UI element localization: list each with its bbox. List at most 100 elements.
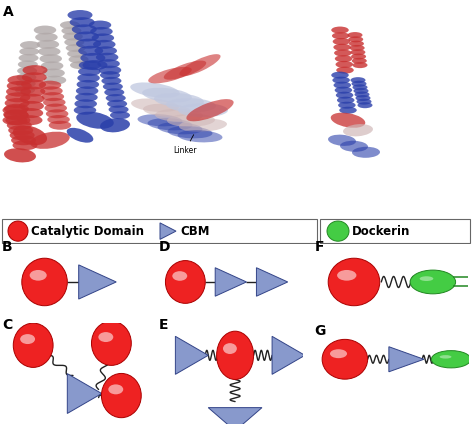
Ellipse shape <box>62 27 82 35</box>
Ellipse shape <box>104 88 124 96</box>
Ellipse shape <box>410 270 456 294</box>
Ellipse shape <box>143 104 191 117</box>
Ellipse shape <box>164 61 206 80</box>
Ellipse shape <box>89 21 111 30</box>
Ellipse shape <box>157 122 202 134</box>
Ellipse shape <box>8 125 33 135</box>
Ellipse shape <box>6 86 31 97</box>
Ellipse shape <box>18 60 38 68</box>
Ellipse shape <box>63 33 83 41</box>
Ellipse shape <box>350 45 365 51</box>
Ellipse shape <box>96 53 118 62</box>
Ellipse shape <box>332 77 350 83</box>
Ellipse shape <box>2 115 27 125</box>
Text: Dockerin: Dockerin <box>352 225 410 238</box>
Ellipse shape <box>8 221 28 241</box>
Ellipse shape <box>93 40 116 49</box>
Ellipse shape <box>336 92 353 99</box>
Ellipse shape <box>82 60 108 70</box>
Ellipse shape <box>419 276 433 281</box>
Ellipse shape <box>335 55 352 62</box>
Ellipse shape <box>334 50 352 56</box>
Ellipse shape <box>13 125 47 145</box>
Ellipse shape <box>4 104 29 114</box>
Ellipse shape <box>97 59 120 68</box>
Ellipse shape <box>178 130 222 143</box>
Ellipse shape <box>330 349 347 358</box>
Ellipse shape <box>340 141 368 152</box>
Ellipse shape <box>331 27 349 33</box>
Ellipse shape <box>39 54 62 63</box>
Ellipse shape <box>81 53 105 63</box>
Ellipse shape <box>17 73 36 81</box>
Polygon shape <box>67 374 102 413</box>
Ellipse shape <box>103 83 123 91</box>
Ellipse shape <box>439 355 451 359</box>
Ellipse shape <box>43 98 65 107</box>
Ellipse shape <box>2 105 27 115</box>
Ellipse shape <box>98 332 113 342</box>
Ellipse shape <box>335 86 352 94</box>
Ellipse shape <box>142 88 192 103</box>
Ellipse shape <box>18 115 43 125</box>
Ellipse shape <box>100 118 130 132</box>
Ellipse shape <box>349 41 364 47</box>
Ellipse shape <box>35 33 58 42</box>
Ellipse shape <box>350 77 365 83</box>
Ellipse shape <box>131 98 179 112</box>
Ellipse shape <box>336 61 353 68</box>
Ellipse shape <box>180 54 220 76</box>
Ellipse shape <box>45 104 67 113</box>
Text: Catalytic Domain: Catalytic Domain <box>31 225 144 238</box>
Ellipse shape <box>74 32 99 42</box>
Ellipse shape <box>75 93 98 102</box>
Ellipse shape <box>74 99 97 108</box>
Ellipse shape <box>34 26 56 35</box>
Text: D: D <box>158 240 170 254</box>
Polygon shape <box>175 336 208 374</box>
Ellipse shape <box>431 351 471 368</box>
Ellipse shape <box>148 67 192 83</box>
Ellipse shape <box>100 71 120 79</box>
Ellipse shape <box>7 81 32 91</box>
Ellipse shape <box>78 46 103 56</box>
Ellipse shape <box>352 58 367 64</box>
Ellipse shape <box>99 65 121 74</box>
Ellipse shape <box>343 124 373 137</box>
Ellipse shape <box>110 111 130 119</box>
Ellipse shape <box>13 323 53 367</box>
Ellipse shape <box>18 54 38 62</box>
Ellipse shape <box>8 75 33 85</box>
Ellipse shape <box>3 110 28 119</box>
Ellipse shape <box>39 80 61 90</box>
Ellipse shape <box>76 86 99 95</box>
Ellipse shape <box>46 109 68 118</box>
Ellipse shape <box>334 82 351 89</box>
Ellipse shape <box>49 121 71 130</box>
Ellipse shape <box>78 67 100 76</box>
Ellipse shape <box>5 115 30 125</box>
Ellipse shape <box>94 46 117 55</box>
Ellipse shape <box>217 331 254 380</box>
Text: G: G <box>315 324 326 338</box>
Ellipse shape <box>107 100 127 108</box>
Ellipse shape <box>7 120 32 130</box>
Ellipse shape <box>60 21 80 29</box>
Ellipse shape <box>30 270 47 281</box>
Ellipse shape <box>337 270 356 281</box>
Ellipse shape <box>21 80 46 89</box>
Ellipse shape <box>172 271 187 281</box>
Ellipse shape <box>356 95 371 101</box>
Ellipse shape <box>20 41 40 49</box>
Ellipse shape <box>5 98 30 108</box>
Ellipse shape <box>137 114 182 126</box>
Ellipse shape <box>108 384 123 394</box>
Ellipse shape <box>356 98 372 104</box>
Ellipse shape <box>328 258 380 306</box>
Text: C: C <box>2 318 12 332</box>
Ellipse shape <box>70 17 95 27</box>
Ellipse shape <box>357 102 373 108</box>
Text: A: A <box>3 5 14 19</box>
Ellipse shape <box>72 24 97 34</box>
Ellipse shape <box>41 61 64 70</box>
